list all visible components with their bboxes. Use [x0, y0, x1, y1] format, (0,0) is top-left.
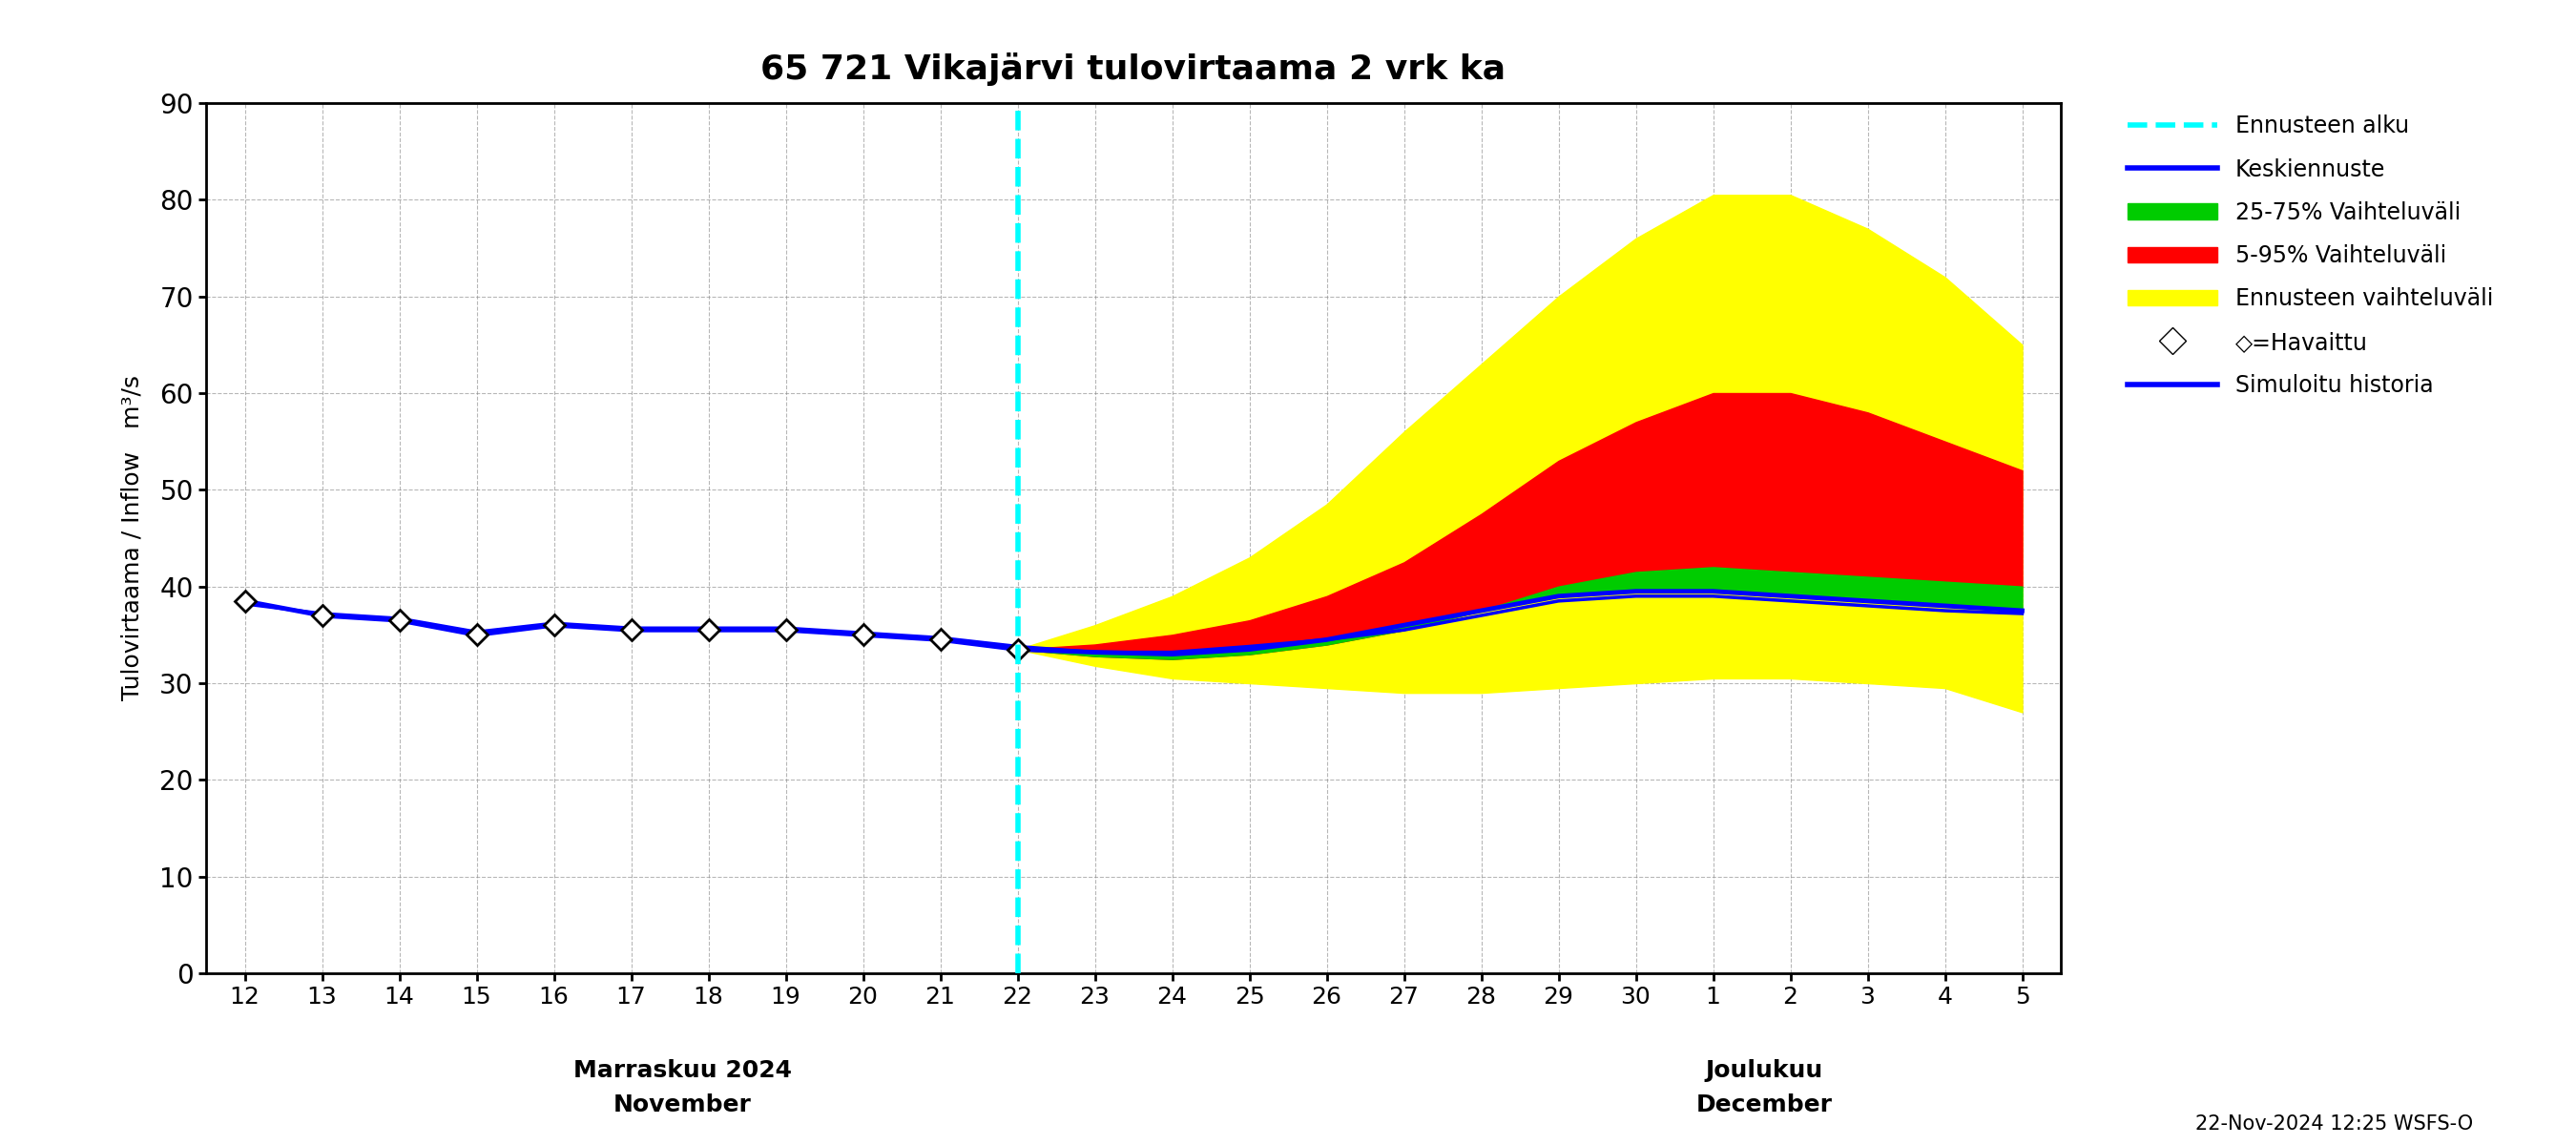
- Title: 65 721 Vikajärvi tulovirtaama 2 vrk ka: 65 721 Vikajärvi tulovirtaama 2 vrk ka: [760, 53, 1507, 86]
- Text: 22-Nov-2024 12:25 WSFS-O: 22-Nov-2024 12:25 WSFS-O: [2195, 1114, 2473, 1134]
- Y-axis label: Tulovirtaama / Inflow   m³/s: Tulovirtaama / Inflow m³/s: [121, 376, 144, 701]
- Text: Joulukuu: Joulukuu: [1705, 1059, 1824, 1082]
- Text: November: November: [613, 1093, 752, 1116]
- Text: December: December: [1698, 1093, 1832, 1116]
- Legend: Ennusteen alku, Keskiennuste, 25-75% Vaihteluväli, 5-95% Vaihteluväli, Ennusteen: Ennusteen alku, Keskiennuste, 25-75% Vai…: [2110, 97, 2512, 414]
- Text: Marraskuu 2024: Marraskuu 2024: [574, 1059, 791, 1082]
